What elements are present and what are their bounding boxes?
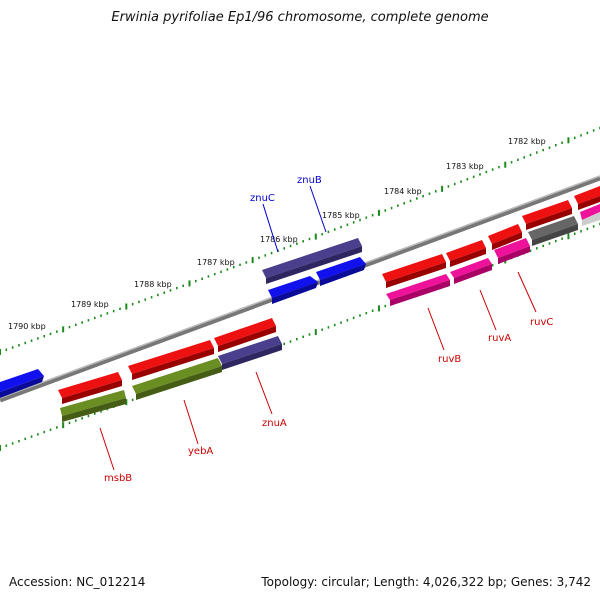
gene-magenta-3[interactable] [494,238,530,264]
gene-label-ruvC[interactable]: ruvC [530,317,553,328]
gene-label-yebA[interactable]: yebA [188,446,213,457]
gene-msbB-olive[interactable] [60,390,126,422]
gene-label-znuA[interactable]: znuA [262,418,287,429]
upper-strand-genes [0,186,600,398]
gene-ruvC-gray[interactable] [528,216,578,246]
gene-label-msbB[interactable]: msbB [104,473,132,484]
upper-tick-track [0,126,600,355]
tick-label-1785: 1785 kbp [322,211,360,220]
tick-label-1784: 1784 kbp [384,187,422,196]
gene-msbB-red[interactable] [58,372,122,404]
gene-ruvA-magenta[interactable] [450,258,492,284]
gene-blue-left-edge[interactable] [0,369,44,398]
tick-label-1788: 1788 kbp [134,280,172,289]
tick-label-1783: 1783 kbp [446,162,484,171]
label-leaders [99,185,537,471]
gene-labels: znuC znuB znuA yebA msbB ruvB ruvA ruvC [104,175,553,484]
tick-label-1782: 1782 kbp [508,137,546,146]
gene-ruvB-magenta[interactable] [386,274,450,306]
map-title: Erwinia pyrifoliae Ep1/96 chromosome, co… [111,10,489,25]
gene-label-znuB[interactable]: znuB [297,175,322,186]
gene-blue-small[interactable] [316,257,366,286]
gene-red-right-5[interactable] [574,186,600,210]
gene-znuC-blue[interactable] [268,276,318,304]
gene-label-ruvB[interactable]: ruvB [438,354,461,365]
tick-label-1787: 1787 kbp [197,258,235,267]
tick-label-1786: 1786 kbp [260,235,298,244]
lower-strand-genes[interactable] [58,318,282,422]
tick-label-1790: 1790 kbp [8,322,46,331]
gene-znuA-red[interactable] [214,318,276,352]
gene-red-right-2[interactable] [446,240,486,267]
accession-label: Accession: NC_012214 [9,575,146,589]
gene-yebA-red[interactable] [128,340,214,380]
tick-label-1789: 1789 kbp [71,300,109,309]
gene-yebA-olive[interactable] [132,358,222,400]
gene-label-znuC[interactable]: znuC [250,193,275,204]
tick-labels: 1790 kbp 1789 kbp 1788 kbp 1787 kbp 1786… [8,137,546,331]
genome-summary: Topology: circular; Length: 4,026,322 bp… [261,575,591,589]
gene-znuB-purple[interactable] [262,238,362,284]
gene-magenta-edge[interactable] [580,204,600,226]
gene-red-right-3[interactable] [488,224,522,250]
gene-znuA-purple[interactable] [218,336,282,370]
gene-red-right-4[interactable] [522,200,572,230]
gene-red-right-1[interactable] [382,254,446,288]
gene-label-ruvA[interactable]: ruvA [488,333,511,344]
